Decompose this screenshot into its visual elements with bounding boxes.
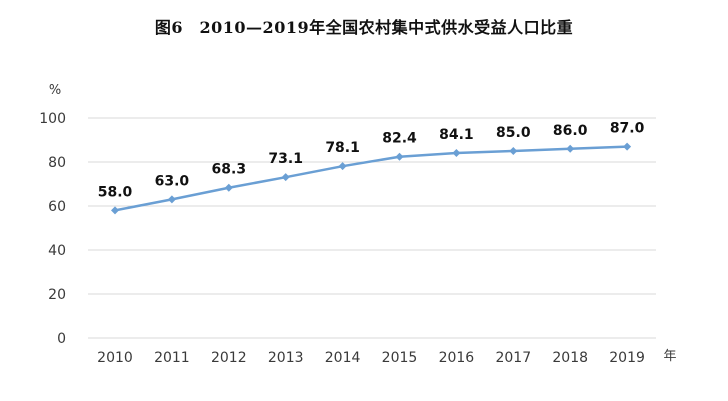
x-tick-label: 2010 bbox=[97, 350, 133, 366]
series-line bbox=[114, 145, 628, 212]
data-point-marker bbox=[566, 144, 575, 153]
x-tick-label: 2012 bbox=[211, 350, 247, 366]
data-point-marker bbox=[395, 152, 404, 161]
x-tick-label: 2019 bbox=[609, 350, 645, 366]
data-label: 84.1 bbox=[439, 127, 474, 143]
data-point-marker bbox=[338, 162, 347, 171]
data-label: 82.4 bbox=[382, 131, 417, 147]
y-tick-label: 40 bbox=[48, 243, 66, 259]
data-label: 73.1 bbox=[268, 151, 303, 167]
x-tick-label: 2015 bbox=[382, 350, 418, 366]
x-tick-label: 2014 bbox=[325, 350, 361, 366]
y-tick-label: 0 bbox=[57, 331, 66, 347]
y-tick-label: 100 bbox=[39, 111, 66, 127]
y-tick-label: 20 bbox=[48, 287, 66, 303]
chart-title: 图6 2010—2019年全国农村集中式供水受益人口比重 bbox=[154, 18, 574, 37]
data-point-marker bbox=[167, 195, 176, 204]
data-point-marker bbox=[509, 147, 518, 155]
data-point-marker bbox=[111, 206, 119, 215]
data-label: 68.3 bbox=[212, 162, 247, 178]
x-tick-label: 2018 bbox=[552, 350, 588, 366]
data-point-marker bbox=[452, 148, 461, 157]
y-axis-unit: % bbox=[49, 83, 61, 98]
data-label: 86.0 bbox=[553, 123, 588, 139]
data-label: 87.0 bbox=[610, 121, 645, 137]
data-labels: 58.0 63.0 68.3 73.1 78.1 82.4 84.1 85.0 86.0 87.0 bbox=[98, 121, 645, 201]
series-line-path bbox=[114, 145, 628, 212]
data-label: 58.0 bbox=[98, 184, 133, 200]
y-tick-label: 60 bbox=[48, 199, 66, 215]
x-tick-label: 2016 bbox=[439, 350, 475, 366]
x-axis: 2010 2011 2012 2013 2014 2015 2016 2017 2018 2019… bbox=[97, 349, 676, 366]
x-tick-label: 2017 bbox=[495, 350, 531, 366]
data-points bbox=[111, 142, 632, 215]
y-axis: 0 20 40 60 80 100% bbox=[39, 83, 66, 347]
data-label: 63.0 bbox=[155, 173, 190, 189]
y-tick-label: 80 bbox=[48, 155, 66, 171]
data-point-marker bbox=[623, 142, 632, 151]
data-label: 85.0 bbox=[496, 125, 531, 141]
x-axis-unit: 年 bbox=[663, 349, 676, 364]
x-tick-label: 2011 bbox=[154, 350, 190, 366]
data-point-marker bbox=[281, 173, 290, 182]
data-label: 78.1 bbox=[325, 140, 360, 156]
data-point-marker bbox=[224, 183, 233, 192]
x-tick-label: 2013 bbox=[268, 350, 304, 366]
